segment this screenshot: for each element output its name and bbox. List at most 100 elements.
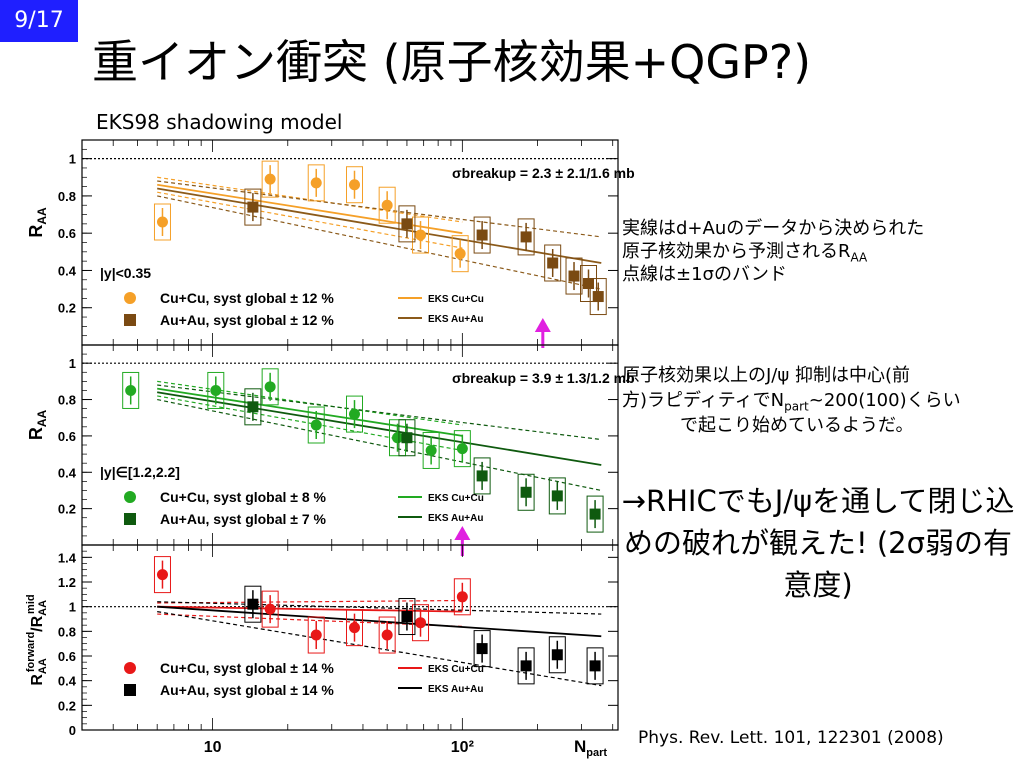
y-tick-label: 0.2 bbox=[58, 301, 76, 316]
eks-auau-band-upper bbox=[157, 180, 602, 238]
y-axis-label-part: mid bbox=[25, 594, 37, 614]
page-number-badge: 9/17 bbox=[0, 0, 78, 42]
syst-box bbox=[153, 203, 171, 241]
syst-box bbox=[453, 430, 471, 468]
syst-box bbox=[580, 265, 598, 302]
legend-cucu-text: Cu+Cu, syst global ± 14 % bbox=[160, 660, 334, 676]
data-point-cucu bbox=[425, 444, 437, 456]
syst-box bbox=[307, 164, 325, 202]
y-tick-label: 0.6 bbox=[58, 226, 76, 241]
syst-box bbox=[398, 419, 416, 457]
conclusion-text: →RHICでもJ/ψを通して閉じ込めの破れが観えた! (2σ弱の有意度) bbox=[621, 484, 1015, 602]
y-tick-label: 0.6 bbox=[58, 429, 76, 444]
data-point-auau bbox=[476, 470, 488, 482]
syst-box bbox=[586, 647, 604, 685]
syst-box bbox=[422, 431, 440, 469]
data-point-cucu bbox=[264, 173, 276, 185]
note-jpsi-2-post: ~200(100)くらい bbox=[808, 390, 961, 411]
legend-cucu-marker bbox=[124, 491, 136, 503]
legend-eks-auau-text: EKS Au+Au bbox=[428, 513, 483, 524]
x-tick-label: 10 bbox=[204, 739, 222, 756]
data-point-auau bbox=[551, 649, 563, 661]
legend-eks-cucu-text: EKS Cu+Cu bbox=[428, 493, 484, 504]
y-tick-label: 0.8 bbox=[58, 189, 76, 204]
eks-auau-line bbox=[157, 391, 602, 466]
data-point-cucu bbox=[456, 591, 468, 603]
syst-box bbox=[244, 388, 262, 426]
note-prediction-text: 原子核効果から予測されるR bbox=[622, 241, 851, 262]
y-axis-label: RAA bbox=[26, 410, 49, 441]
legend-auau-marker bbox=[124, 314, 136, 326]
syst-box bbox=[378, 616, 396, 654]
data-point-cucu bbox=[391, 432, 403, 444]
syst-box bbox=[244, 188, 262, 226]
note-jpsi-2-text: 方)ラピディティでN bbox=[622, 390, 785, 411]
syst-box bbox=[548, 636, 566, 674]
data-point-auau bbox=[247, 401, 259, 413]
data-point-auau bbox=[476, 643, 488, 655]
syst-box bbox=[473, 630, 491, 668]
legend-auau-marker bbox=[124, 684, 136, 696]
legend-cucu-text: Cu+Cu, syst global ± 8 % bbox=[160, 489, 327, 505]
syst-box bbox=[244, 585, 262, 623]
data-point-cucu bbox=[381, 629, 393, 641]
data-point-auau bbox=[247, 598, 259, 610]
data-point-cucu bbox=[348, 622, 360, 634]
syst-box bbox=[412, 216, 430, 254]
note-solid-line: 実線はd+Auのデータから決められた bbox=[622, 218, 925, 239]
syst-box bbox=[307, 616, 325, 654]
legend-auau-text: Au+Au, syst global ± 14 % bbox=[160, 682, 334, 698]
data-point-cucu bbox=[264, 381, 276, 393]
y-axis-label-part: AA bbox=[37, 658, 49, 674]
y-axis-label: RAAforward/RAAmid bbox=[25, 594, 49, 685]
syst-box bbox=[589, 278, 607, 316]
y-tick-label: 0 bbox=[69, 723, 76, 738]
legend-cucu-marker bbox=[124, 292, 136, 304]
note-jpsi-2-sub: part bbox=[784, 399, 809, 414]
data-point-auau bbox=[401, 432, 413, 444]
y-tick-label: 0.4 bbox=[58, 674, 77, 689]
note-prediction-sub: AA bbox=[850, 250, 868, 265]
data-point-auau bbox=[520, 231, 532, 243]
y-tick-label: 0.4 bbox=[58, 263, 77, 278]
note-prediction: 原子核効果から予測されるRAA bbox=[622, 241, 867, 269]
note-dotted-line: 点線は±1σのバンド bbox=[622, 264, 787, 285]
data-point-auau bbox=[401, 611, 413, 623]
syst-box bbox=[398, 205, 416, 243]
legend-eks-cucu-text: EKS Cu+Cu bbox=[428, 664, 484, 675]
note-jpsi-1: 原子核効果以上のJ/ψ 抑制は中心(前 bbox=[622, 365, 910, 386]
eks-auau-band-lower bbox=[157, 195, 602, 290]
eks-cucu-band-lower bbox=[157, 395, 463, 452]
x-axis-label-sub: part bbox=[586, 747, 607, 759]
data-point-cucu bbox=[310, 177, 322, 189]
syst-box bbox=[345, 609, 363, 647]
data-point-cucu bbox=[348, 179, 360, 191]
data-point-cucu bbox=[156, 569, 168, 581]
eks-auau-band-lower bbox=[157, 398, 602, 492]
x-axis-label: Npart bbox=[574, 737, 607, 759]
legend-eks-auau-text: EKS Au+Au bbox=[428, 314, 483, 325]
legend-eks-auau-text: EKS Au+Au bbox=[428, 684, 483, 695]
syst-box bbox=[153, 556, 171, 594]
eks-cucu-line bbox=[157, 605, 463, 613]
eks-auau-line bbox=[157, 187, 602, 264]
data-point-cucu bbox=[310, 629, 322, 641]
y-axis-label-part: forward bbox=[25, 632, 37, 672]
reference-citation: Phys. Rev. Lett. 101, 122301 (2008) bbox=[638, 728, 944, 748]
y-axis-label-part: AA bbox=[37, 600, 49, 616]
syst-box bbox=[451, 235, 469, 273]
eks-cucu-line bbox=[157, 387, 463, 437]
syst-box bbox=[378, 186, 396, 224]
y-tick-label: 0.8 bbox=[58, 624, 76, 639]
y-axis-label: RAA bbox=[26, 207, 49, 238]
eks-cucu-band-upper bbox=[157, 176, 463, 223]
legend-cucu-marker bbox=[124, 662, 136, 674]
data-point-cucu bbox=[125, 384, 137, 396]
data-point-cucu bbox=[156, 216, 168, 228]
y-tick-label: 1 bbox=[69, 152, 76, 167]
data-point-cucu bbox=[454, 248, 466, 260]
data-point-auau bbox=[568, 270, 580, 282]
syst-box bbox=[345, 166, 363, 204]
syst-box bbox=[412, 604, 430, 642]
syst-box bbox=[398, 598, 416, 636]
